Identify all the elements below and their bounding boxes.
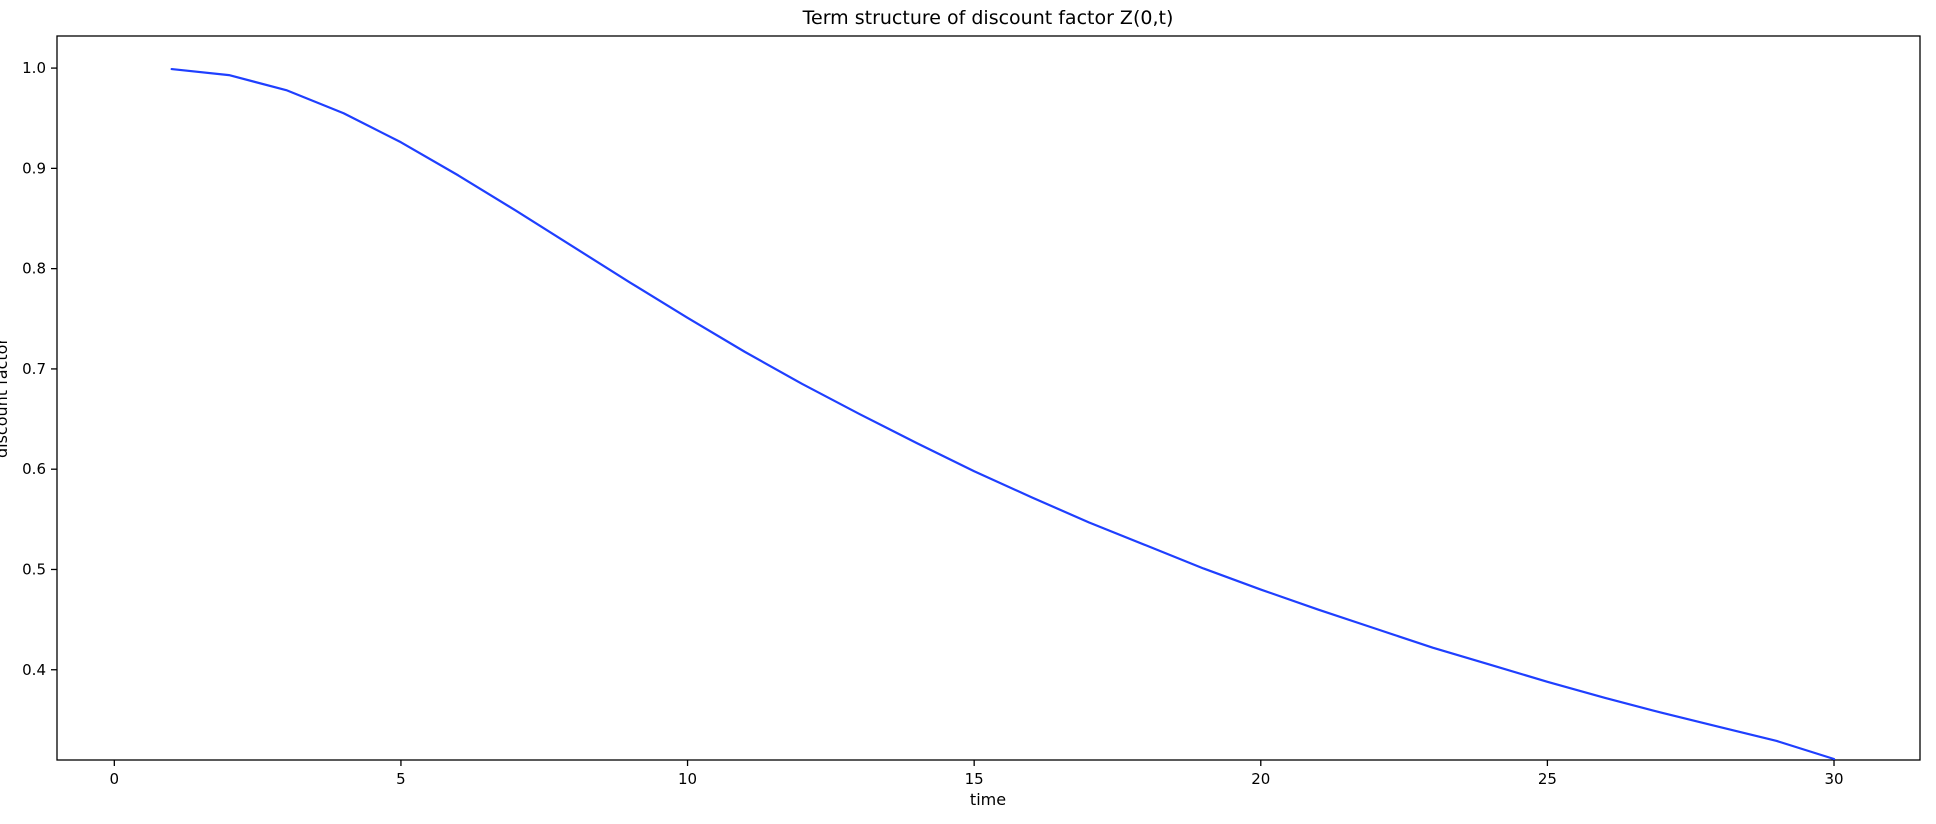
discount-factor-line: [170, 67, 1836, 761]
y-tick-label: 0.8: [22, 260, 46, 278]
x-tick-label: 5: [396, 770, 406, 788]
y-axis-label: discount factor: [0, 338, 11, 458]
x-tick-label: 20: [1251, 770, 1270, 788]
x-tick-label: 30: [1824, 770, 1843, 788]
y-tick-label: 1.0: [22, 59, 46, 77]
x-tick-label: 10: [678, 770, 697, 788]
x-axis-label: time: [970, 790, 1006, 809]
plot-area-frame: [56, 35, 1921, 761]
x-tick-label: 15: [965, 770, 984, 788]
y-tick-label: 0.6: [22, 460, 46, 478]
y-tick-label: 0.5: [22, 560, 46, 578]
x-tick-label: 25: [1538, 770, 1557, 788]
chart-title: Term structure of discount factor Z(0,t): [802, 7, 1174, 29]
y-tick-label: 0.4: [22, 661, 46, 679]
x-axis-ticks: 0 5 10 15 20 25 30: [110, 760, 1844, 788]
y-tick-label: 0.7: [22, 360, 46, 378]
y-tick-label: 0.9: [22, 159, 46, 177]
y-axis-ticks: 0.4 0.5 0.6 0.7 0.8 0.9 1.0: [22, 59, 57, 679]
x-tick-label: 0: [110, 770, 120, 788]
